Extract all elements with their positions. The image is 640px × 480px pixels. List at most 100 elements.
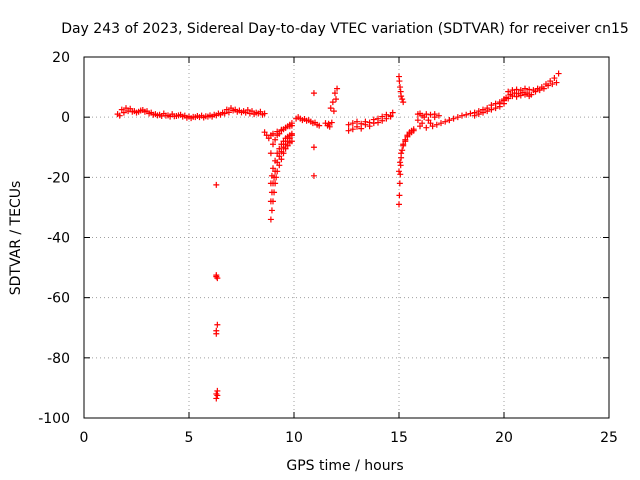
series-seg-10h [293, 114, 323, 129]
data-point [278, 126, 285, 133]
data-point [268, 189, 275, 196]
data-point [389, 109, 396, 116]
data-point [463, 111, 470, 118]
data-point [547, 78, 554, 85]
data-point [425, 117, 432, 124]
data-point [267, 198, 274, 205]
data-point [366, 119, 373, 126]
data-point [370, 116, 377, 123]
data-point [274, 150, 281, 157]
data-point [213, 181, 220, 188]
data-point [429, 123, 436, 130]
data-point [505, 88, 512, 95]
data-point [480, 109, 486, 116]
series-seg-20-22h [505, 70, 562, 95]
data-point [387, 113, 394, 120]
data-point [326, 123, 333, 130]
series-spike-6h [213, 181, 221, 402]
data-point [399, 96, 406, 103]
data-point [278, 148, 285, 155]
data-point [118, 106, 125, 113]
data-point [234, 108, 241, 115]
data-point [397, 171, 404, 178]
series-trough-9h-c [267, 130, 295, 187]
data-point [213, 272, 220, 279]
data-point [496, 100, 503, 107]
data-point [123, 105, 129, 112]
data-point [129, 108, 136, 115]
data-point [154, 112, 161, 119]
data-point [396, 201, 402, 208]
data-point [397, 162, 404, 169]
series-seg-12-14h [345, 109, 396, 134]
data-point [423, 111, 430, 118]
data-point [354, 118, 360, 125]
series-seg-16h-b [414, 110, 442, 119]
y-tick-label: 0 [61, 110, 70, 126]
series-seg-11h [322, 85, 341, 130]
data-point [509, 87, 516, 94]
data-point [146, 110, 153, 117]
grid [84, 57, 609, 418]
data-point [375, 115, 381, 122]
data-point [213, 395, 220, 402]
data-point [278, 141, 285, 148]
data-point [398, 93, 405, 100]
y-tick-label: -100 [38, 411, 70, 427]
data-point [513, 93, 520, 100]
data-point [188, 115, 195, 122]
data-point [522, 85, 528, 92]
data-point [427, 120, 434, 127]
data-point [549, 81, 556, 88]
series-seg-17-20h [446, 96, 507, 124]
data-point [397, 159, 404, 166]
data-point [331, 90, 338, 97]
data-point [555, 70, 562, 77]
series-seg-17-20h-b [471, 100, 507, 119]
y-tick-label: -60 [47, 291, 70, 307]
data-point [251, 111, 258, 118]
data-point [120, 109, 127, 116]
data-point [221, 110, 228, 117]
data-point [276, 153, 283, 160]
data-point [270, 165, 276, 172]
x-tick-label: 20 [495, 430, 513, 446]
series-seg-16h [414, 114, 453, 131]
data-point [213, 330, 220, 337]
plot-frame [83, 56, 610, 419]
data-point [214, 321, 221, 328]
data-point [329, 99, 336, 106]
data-point [540, 85, 547, 92]
data-point [526, 86, 533, 93]
data-point [242, 109, 249, 116]
x-tick-label: 0 [80, 430, 89, 446]
data-point [276, 162, 283, 169]
data-point [423, 124, 430, 131]
series-trough-9h-e [261, 122, 295, 142]
data-point [345, 127, 352, 134]
data-point [270, 130, 276, 137]
data-point [396, 192, 403, 199]
chart-title: Day 243 of 2023, Sidereal Day-to-day VTE… [61, 21, 629, 37]
y-axis-label: SDTVAR / TECUs [8, 181, 24, 296]
data-point [379, 113, 386, 120]
data-point [280, 138, 287, 145]
data-point [446, 117, 453, 124]
data-point [325, 120, 332, 127]
data-point [354, 123, 360, 130]
data-point [427, 111, 434, 118]
data-point [330, 108, 337, 115]
data-point [431, 111, 438, 118]
y-tick-label: -40 [47, 231, 70, 247]
data-point [141, 108, 148, 115]
data-point [349, 120, 356, 127]
data-points [114, 70, 562, 402]
data-point [505, 95, 512, 102]
x-axis-label: GPS time / hours [286, 458, 403, 474]
data-point [214, 392, 221, 399]
data-point [433, 121, 440, 128]
data-point [396, 168, 402, 175]
data-point [171, 113, 178, 120]
data-point [450, 115, 457, 122]
data-point [334, 85, 341, 92]
